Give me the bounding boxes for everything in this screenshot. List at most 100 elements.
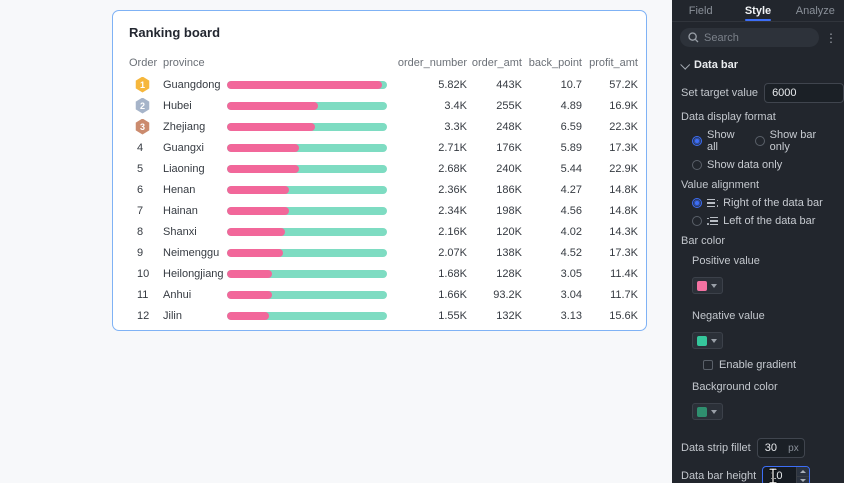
ranking-board-chart[interactable]: Ranking board Order province order_numbe… bbox=[112, 10, 647, 331]
province-name: Henan bbox=[163, 183, 196, 196]
enable-gradient-option[interactable]: Enable gradient bbox=[692, 359, 836, 371]
data-bar-height-field bbox=[762, 466, 811, 483]
col-header-order-amt: order_amt bbox=[471, 57, 522, 69]
data-strip-fillet-input[interactable] bbox=[756, 438, 805, 458]
radio-align-left[interactable]: Left of the data bar bbox=[692, 215, 815, 227]
table-row: 12 Jilin 1.55K 132K 3.13 15.6K bbox=[129, 305, 638, 326]
profit-amt-value: 22.9K bbox=[609, 162, 638, 175]
radio-align-right[interactable]: Right of the data bar bbox=[692, 197, 823, 209]
rank-number: 8 bbox=[137, 225, 144, 238]
col-header-province: province bbox=[163, 57, 205, 69]
caret-down-icon bbox=[711, 283, 717, 288]
radio-selected-icon bbox=[692, 136, 702, 146]
search-input[interactable] bbox=[704, 31, 811, 44]
data-bar-section-title: Data bar bbox=[694, 59, 739, 71]
back-point-value: 4.89 bbox=[560, 99, 582, 112]
chart-title: Ranking board bbox=[129, 25, 221, 40]
province-name: Zhejiang bbox=[163, 120, 206, 133]
province-name: Anhui bbox=[163, 288, 192, 301]
data-bar bbox=[227, 80, 387, 89]
rank-number: 5 bbox=[137, 162, 144, 175]
data-bar bbox=[227, 185, 387, 194]
col-header-profit-amt: profit_amt bbox=[589, 57, 638, 69]
order-number-value: 1.25K bbox=[387, 331, 469, 332]
positive-color-picker[interactable] bbox=[692, 277, 723, 294]
radio-show-bar-only-label: Show bar only bbox=[769, 129, 817, 153]
profit-amt-value: 57.2K bbox=[609, 78, 638, 91]
back-point-value: 5.89 bbox=[560, 141, 582, 154]
data-bar bbox=[227, 122, 387, 131]
radio-align-left-label: Left of the data bar bbox=[723, 215, 816, 227]
order-amt-value: 132K bbox=[496, 309, 522, 322]
profit-amt-value: 11.4K bbox=[610, 267, 638, 280]
table-row: 9 Neimenggu 2.07K 138K 4.52 17.3K bbox=[129, 242, 638, 263]
order-number-value: 2.68K bbox=[438, 162, 467, 175]
radio-show-bar-only[interactable]: Show bar only bbox=[754, 129, 826, 153]
number-stepper bbox=[796, 467, 810, 483]
table-row: 10 Heilongjiang 1.68K 128K 3.05 11.4K bbox=[129, 263, 638, 284]
order-number-value: 2.34K bbox=[438, 204, 467, 217]
negative-color-picker[interactable] bbox=[692, 332, 723, 349]
search-box[interactable] bbox=[680, 28, 819, 47]
province-name: Hubei bbox=[163, 99, 192, 112]
stepper-up-button[interactable] bbox=[797, 467, 810, 477]
table-header: Order province order_number order_amt ba… bbox=[129, 52, 638, 74]
caret-down-icon bbox=[711, 338, 717, 343]
data-bar-section-header[interactable]: Data bar bbox=[672, 53, 844, 75]
order-amt-value: 120K bbox=[496, 225, 522, 238]
back-point-value: 2.46 bbox=[524, 331, 584, 332]
order-amt-value: 128K bbox=[496, 267, 522, 280]
stepper-down-button[interactable] bbox=[797, 476, 810, 483]
background-color-label: Background color bbox=[692, 381, 778, 393]
value-alignment-label: Value alignment bbox=[681, 179, 760, 191]
order-amt-value: 93.2K bbox=[493, 288, 522, 301]
caret-down-icon bbox=[711, 409, 717, 414]
tab-style[interactable]: Style bbox=[729, 0, 786, 21]
profit-amt-value: 14.3K bbox=[609, 225, 638, 238]
background-color-picker[interactable] bbox=[692, 403, 723, 420]
province-name: Neimenggu bbox=[163, 246, 220, 259]
order-amt-value: 138K bbox=[496, 246, 522, 259]
rank-number: 4 bbox=[137, 141, 144, 154]
table-row: 8 Shanxi 2.16K 120K 4.02 14.3K bbox=[129, 221, 638, 242]
order-amt-value: 186K bbox=[496, 183, 522, 196]
radio-show-all[interactable]: Show all bbox=[692, 129, 740, 153]
order-number-value: 1.68K bbox=[438, 267, 467, 280]
more-options-icon[interactable]: ⋮ bbox=[825, 30, 837, 45]
order-number-value: 2.07K bbox=[438, 246, 467, 259]
order-number-value: 2.71K bbox=[438, 141, 467, 154]
tab-field[interactable]: Field bbox=[688, 4, 713, 17]
order-number-value: 5.82K bbox=[438, 78, 467, 91]
province-name: Heilongjiang bbox=[163, 267, 224, 280]
data-bar bbox=[227, 143, 387, 152]
negative-value-label: Negative value bbox=[692, 310, 765, 322]
target-value-input[interactable] bbox=[764, 83, 844, 103]
order-number-value: 3.3K bbox=[444, 120, 467, 133]
bar-color-label: Bar color bbox=[681, 235, 726, 247]
order-amt-value: 176K bbox=[496, 141, 522, 154]
data-bar bbox=[227, 101, 387, 110]
style-panel: Field Style Analyze ⋮ Data bar Set targe… bbox=[672, 0, 844, 483]
table-row: 2 Hubei 3.4K 255K 4.89 16.9K bbox=[129, 95, 638, 116]
radio-icon bbox=[754, 136, 765, 146]
table-row: 6 Henan 2.36K 186K 4.27 14.8K bbox=[129, 179, 638, 200]
background-color-swatch bbox=[697, 406, 707, 417]
profit-amt-value: 17.3K bbox=[609, 246, 638, 259]
province-name: Hainan bbox=[163, 204, 198, 217]
data-bar-height-label: Data bar height bbox=[681, 470, 757, 482]
tab-analyze[interactable]: Analyze bbox=[795, 4, 835, 17]
profit-amt-value: 14.8K bbox=[609, 183, 638, 196]
radio-icon bbox=[692, 216, 702, 226]
order-number-value: 1.66K bbox=[438, 288, 467, 301]
rank-medal-icon: 1 bbox=[129, 76, 163, 93]
order-number-value: 1.55K bbox=[438, 309, 467, 322]
table-row: 4 Guangxi 2.71K 176K 5.89 17.3K bbox=[129, 137, 638, 158]
negative-color-swatch bbox=[697, 335, 707, 346]
profit-amt-value: 16.9K bbox=[609, 99, 638, 112]
table-body: 1 Guangdong 5.82K 443K 10.7 57.2K 2 Hubei 3.4K 25… bbox=[129, 74, 638, 332]
rank-number: 11 bbox=[137, 288, 149, 301]
rank-number: 9 bbox=[137, 246, 144, 259]
radio-show-data-only[interactable]: Show data only bbox=[692, 159, 782, 171]
province-name: Guangdong bbox=[163, 78, 221, 91]
